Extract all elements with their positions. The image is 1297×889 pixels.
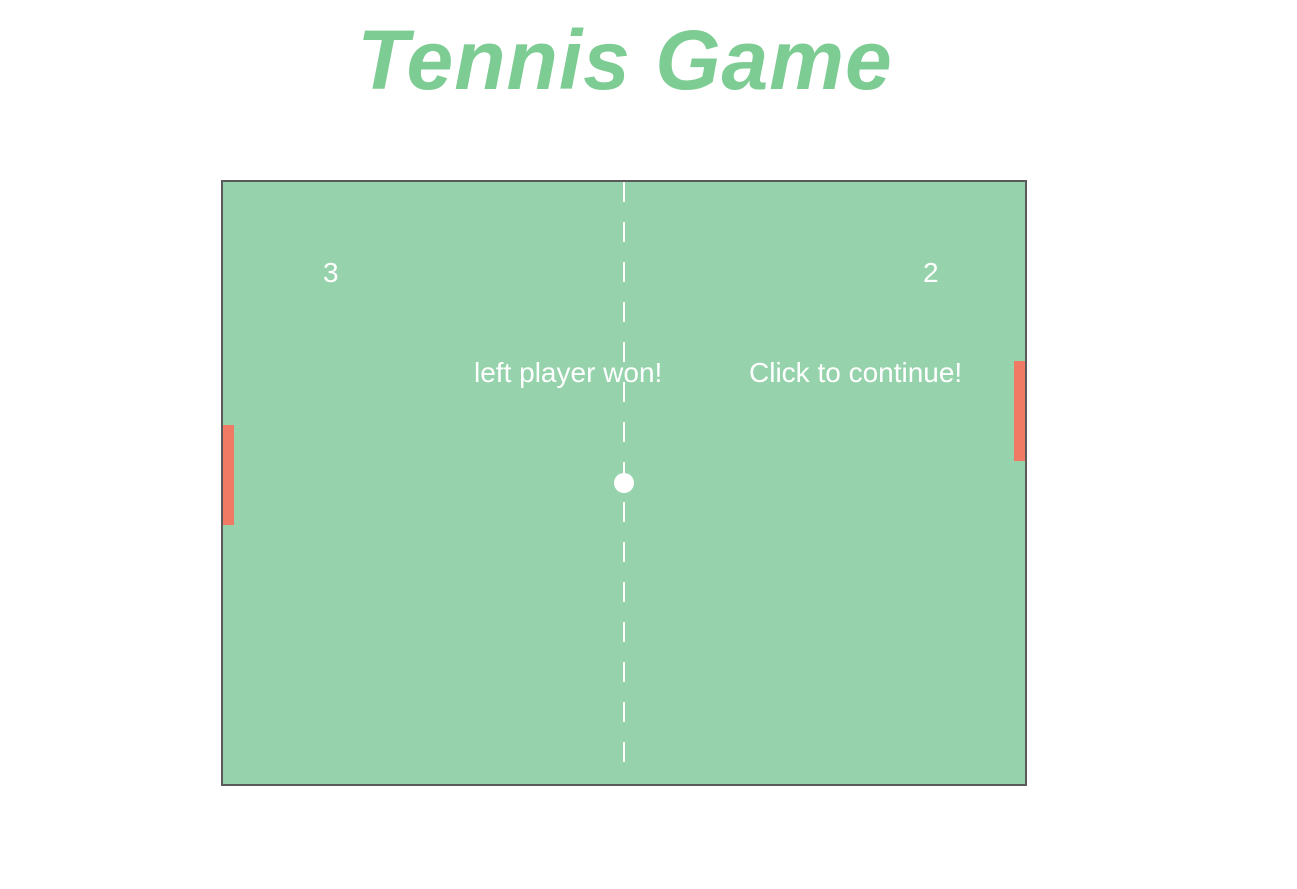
right-player-score: 2	[923, 257, 939, 288]
ball	[614, 473, 634, 493]
winner-message: left player won!	[474, 357, 663, 388]
game-court[interactable]: 3 2 left player won! Click to continue!	[221, 180, 1027, 786]
page-title: Tennis Game	[357, 13, 893, 107]
left-player-score: 3	[323, 257, 339, 288]
continue-prompt[interactable]: Click to continue!	[749, 357, 963, 388]
right-paddle	[1014, 361, 1025, 461]
left-paddle	[223, 425, 234, 525]
